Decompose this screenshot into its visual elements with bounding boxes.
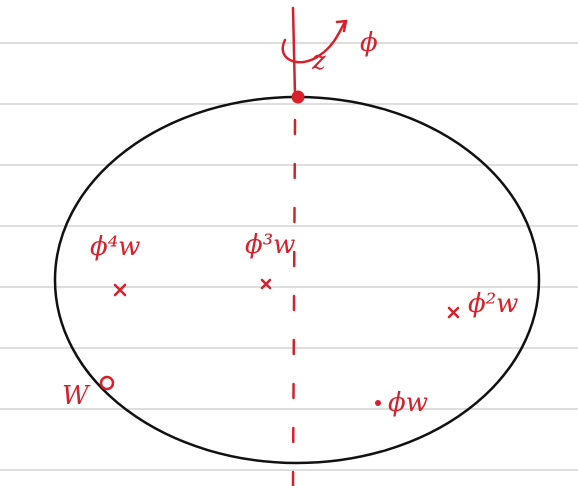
cross (447, 306, 460, 319)
ruled-lines (0, 42, 578, 471)
cross (260, 278, 272, 290)
axis-dashed (291, 118, 297, 486)
rotation-arrow (281, 19, 348, 64)
cross (113, 283, 127, 297)
ellipse (53, 95, 541, 465)
axis-top (291, 6, 297, 97)
dot (375, 400, 381, 406)
label: W (62, 381, 91, 411)
label: z (311, 46, 326, 76)
label: ϕ³w (245, 230, 295, 260)
label: ϕ²w (468, 289, 518, 319)
top-point (291, 90, 305, 104)
label: ϕ⁴w (90, 232, 140, 262)
label: ϕw (388, 388, 428, 418)
w-point (99, 375, 115, 391)
label: ϕ (360, 28, 378, 58)
